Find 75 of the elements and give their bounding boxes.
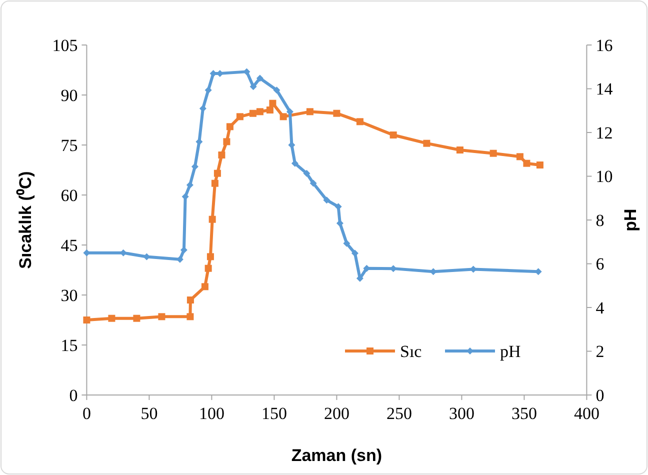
x-tick-label: 250 [386,404,412,423]
point [456,146,464,154]
point [390,132,397,138]
x-tick-label: 0 [82,404,91,423]
y-tick-label: 75 [60,136,78,155]
point [490,150,497,157]
y2-tick-label: 2 [596,342,604,362]
x-tick-label: 50 [140,404,158,423]
y2-tick-label: 0 [596,386,604,405]
legend-label: Sıc [400,342,422,361]
point [249,110,256,117]
y2-tick-label: 10 [596,167,613,186]
y2-tick-label: 12 [596,123,613,142]
point [536,162,544,168]
point [280,113,287,120]
point [204,86,212,94]
point [218,152,226,158]
point [186,296,194,304]
point [158,313,166,320]
y2-tick-label: 4 [596,298,605,318]
point [236,113,244,120]
x-tick-label: 400 [574,404,600,423]
point [208,216,216,223]
point [333,110,340,117]
point [186,313,194,320]
point [351,250,358,257]
y2-tick-label: 6 [596,254,604,274]
x-tick-label: 200 [324,404,350,423]
y-tick-label: 0 [69,386,78,405]
point [523,160,530,167]
point [223,138,230,146]
point [214,170,221,177]
point [199,104,206,112]
point [256,108,264,116]
point [423,140,430,147]
point [206,253,214,260]
x-tick-label: 150 [261,404,287,423]
x-tick-label: 300 [448,404,474,423]
y-tick-label: 60 [60,186,78,205]
y2-tick-label: 14 [596,80,614,99]
y-tick-label: 30 [60,286,78,305]
point [250,83,257,90]
point [516,153,524,160]
y-tick-label: 105 [52,36,78,55]
legend-label: pH [500,342,521,361]
y-tick-label: 90 [60,86,78,105]
point [226,123,234,130]
x-tick-label: 100 [198,404,224,423]
point [310,180,317,187]
y-tick-label: 15 [60,336,78,355]
point [211,180,218,187]
x-axis-title: Zaman (sn) [291,446,382,465]
point [273,86,280,94]
point [269,100,276,107]
point [343,240,350,247]
point [306,108,314,116]
point [83,316,90,324]
y2-tick-label: 16 [596,36,613,55]
point [336,220,344,227]
point [108,314,116,322]
point [303,170,310,177]
point [191,163,198,170]
point [356,118,364,126]
y-axis-title: Sıcaklık (⁰C) [16,171,35,269]
point [186,182,194,188]
point [256,74,264,82]
point [266,106,274,114]
y2-tick-label: 8 [596,210,604,230]
point [204,264,212,272]
point [323,196,330,204]
point [201,283,208,290]
point [133,314,140,322]
x-tick-label: 350 [511,404,537,423]
y-tick-label: 45 [60,236,78,255]
y2-axis-title: pH [621,208,640,232]
